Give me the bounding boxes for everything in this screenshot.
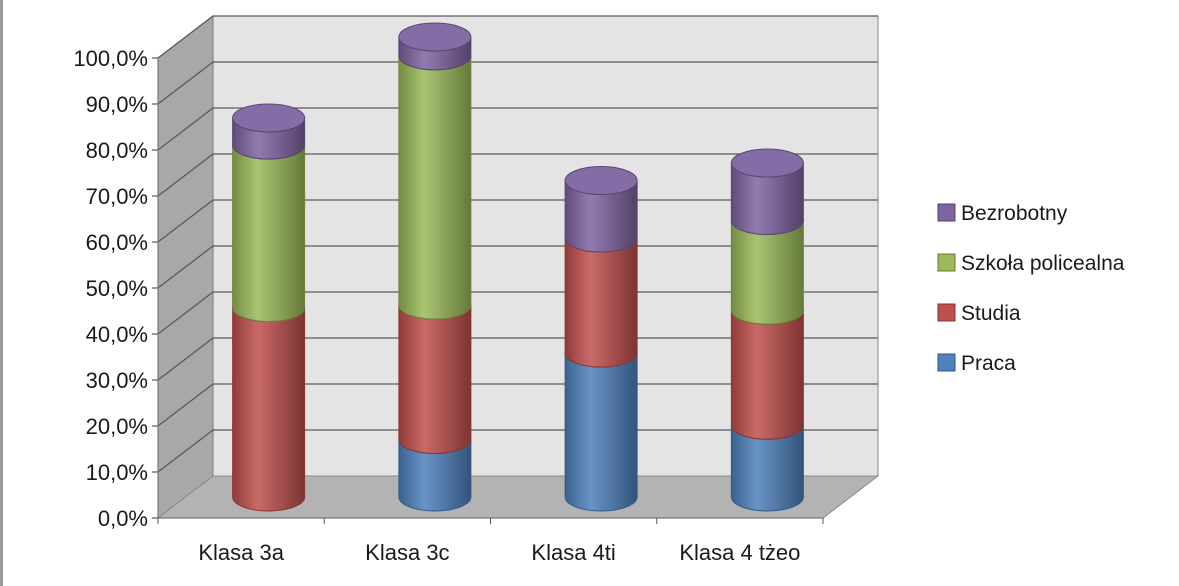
x-tick-label: Klasa 3c [365, 540, 449, 565]
y-tick-label: 20,0% [86, 414, 148, 439]
bar-cap-bezrobotny [232, 103, 306, 133]
bar-klasa-3a [232, 103, 306, 512]
y-axis: 0,0% 10,0% 20,0% 30,0% 40,0% 50,0% 60,0% 70,0% 8… [73, 46, 159, 531]
x-tick-label: Klasa 3a [198, 540, 284, 565]
gridline-side [157, 107, 214, 151]
bar-segment-szko-a-policealna [398, 55, 472, 320]
y-tick-label: 100,0% [73, 46, 148, 71]
y-tick-label: 40,0% [86, 322, 148, 347]
y-tick-label: 10,0% [86, 460, 148, 485]
bar-segment-studia [232, 307, 306, 512]
legend-item-bezrobotny: Bezrobotny [937, 202, 1068, 225]
y-tick-label: 80,0% [86, 138, 148, 163]
x-tick-label: Klasa 4ti [531, 540, 615, 565]
bar-segment-studia [398, 305, 472, 454]
legend: Bezrobotny Szkoła policealna Studia Praca [937, 202, 1125, 375]
legend-swatch [937, 203, 956, 222]
bar-segment-szko-a-policealna [232, 145, 306, 322]
gridline-side [157, 291, 214, 335]
gridline-side [157, 383, 214, 427]
x-axis: Klasa 3a Klasa 3c Klasa 4ti Klasa 4 tżeo [157, 517, 824, 565]
y-tick-label: 90,0% [86, 92, 148, 117]
legend-swatch [937, 303, 956, 322]
bar-cap-bezrobotny [398, 22, 472, 52]
gridline-side [157, 61, 214, 105]
bar-segment-studia [730, 310, 804, 440]
gridline-side [157, 429, 214, 473]
gridline-side [157, 245, 214, 289]
bar-segment-szko-a-policealna [730, 220, 804, 325]
legend-item-praca: Praca [937, 352, 1016, 375]
legend-label: Bezrobotny [961, 202, 1068, 225]
legend-item-szko-a-policealna: Szkoła policealna [937, 252, 1125, 275]
bar-cap-bezrobotny [564, 166, 638, 196]
legend-label: Praca [961, 352, 1016, 375]
bar-klasa-4ti [564, 166, 638, 512]
legend-label: Szkoła policealna [961, 252, 1125, 275]
y-tick-label: 30,0% [86, 368, 148, 393]
y-tick-label: 70,0% [86, 184, 148, 209]
y-tick-label: 60,0% [86, 230, 148, 255]
legend-label: Studia [961, 302, 1021, 325]
y-tick-label: 0,0% [98, 506, 148, 531]
legend-swatch [937, 253, 956, 272]
gridline-side [157, 199, 214, 243]
stacked-cylinder-chart: 0,0% 10,0% 20,0% 30,0% 40,0% 50,0% 60,0% 70,0% 8… [73, 14, 1125, 565]
legend-swatch [937, 353, 956, 372]
bar-klasa-3c [398, 22, 472, 512]
legend-item-studia: Studia [937, 302, 1021, 325]
bar-cap-bezrobotny [730, 148, 804, 178]
bars [232, 22, 804, 512]
gridline-side [157, 153, 214, 197]
x-tick-label: Klasa 4 tżeo [679, 540, 800, 565]
bar-segment-studia [564, 237, 638, 368]
gridline-side [157, 15, 214, 59]
bar-segment-praca [564, 352, 638, 512]
bar-klasa-4-t-eo [730, 148, 804, 512]
y-tick-label: 50,0% [86, 276, 148, 301]
gridline-side [157, 337, 214, 381]
